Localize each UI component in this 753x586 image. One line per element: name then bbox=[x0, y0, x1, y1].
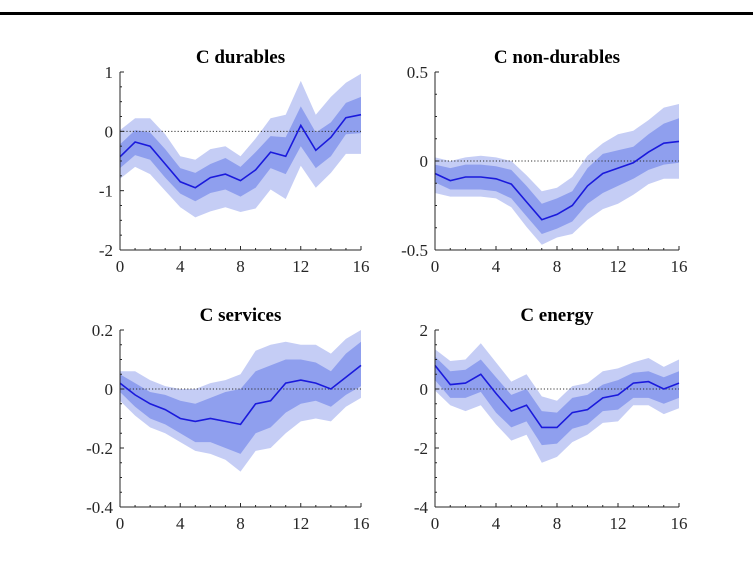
y-tick-label: 0.5 bbox=[407, 63, 428, 82]
panel-title: C energy bbox=[520, 305, 594, 326]
y-tick-label: -0.4 bbox=[86, 498, 113, 517]
x-tick-label: 12 bbox=[610, 257, 627, 276]
y-tick-label: 0 bbox=[420, 152, 429, 171]
x-tick-label: 0 bbox=[431, 514, 440, 533]
top-rule bbox=[0, 12, 753, 15]
y-tick-label: -0.2 bbox=[86, 439, 113, 458]
panel-title: C non-durables bbox=[494, 47, 620, 68]
x-tick-label: 8 bbox=[236, 514, 245, 533]
panel-4: 0 4 8 12 16 -4 -2 0 2 C energy bbox=[414, 305, 688, 533]
y-tick-label: -4 bbox=[414, 498, 429, 517]
panel-3: 0 4 8 12 16 -0.4 -0.2 0 0.2 C services bbox=[86, 305, 369, 533]
x-tick-label: 12 bbox=[610, 514, 627, 533]
band-68-area bbox=[435, 118, 679, 234]
x-tick-label: 16 bbox=[353, 514, 370, 533]
band-68-area bbox=[120, 341, 361, 454]
panel-title: C services bbox=[200, 305, 282, 326]
band-68-area bbox=[120, 96, 361, 202]
x-tick-label: 4 bbox=[492, 257, 501, 276]
y-tick-label: 0.2 bbox=[92, 321, 113, 340]
x-tick-label: 0 bbox=[116, 257, 125, 276]
x-tick-label: 8 bbox=[553, 514, 562, 533]
band-68-area bbox=[435, 356, 679, 446]
y-tick-label: 1 bbox=[105, 63, 114, 82]
band-90-area bbox=[435, 343, 679, 463]
y-tick-label: -1 bbox=[99, 182, 113, 201]
y-tick-label: -2 bbox=[414, 439, 428, 458]
x-tick-label: 16 bbox=[671, 257, 688, 276]
x-tick-label: 4 bbox=[176, 257, 185, 276]
x-tick-label: 4 bbox=[176, 514, 185, 533]
x-tick-label: 16 bbox=[353, 257, 370, 276]
x-tick-label: 0 bbox=[116, 514, 125, 533]
y-tick-label: 0 bbox=[105, 380, 114, 399]
x-tick-label: 8 bbox=[236, 257, 245, 276]
y-tick-label: -0.5 bbox=[401, 241, 428, 260]
x-tick-label: 12 bbox=[292, 257, 309, 276]
median-line bbox=[434, 364, 680, 429]
x-tick-label: 12 bbox=[292, 514, 309, 533]
band-90-area bbox=[435, 104, 679, 245]
panel-2: 0 4 8 12 16-0.500.5C non-durables bbox=[401, 47, 687, 276]
y-tick-label: 0 bbox=[105, 122, 114, 141]
y-tick-label: 2 bbox=[420, 321, 429, 340]
x-tick-label: 0 bbox=[431, 257, 440, 276]
panel-1: 0 4 8 12 16 -2 -1 0 1 C durables bbox=[99, 47, 370, 276]
y-tick-label: -2 bbox=[99, 241, 113, 260]
x-tick-label: 16 bbox=[671, 514, 688, 533]
panel-title: C durables bbox=[196, 47, 285, 68]
median-line bbox=[434, 140, 680, 221]
y-tick-label: 0 bbox=[420, 380, 429, 399]
median-line bbox=[119, 364, 362, 426]
median-line bbox=[119, 113, 362, 189]
x-tick-label: 4 bbox=[492, 514, 501, 533]
x-tick-label: 8 bbox=[553, 257, 562, 276]
